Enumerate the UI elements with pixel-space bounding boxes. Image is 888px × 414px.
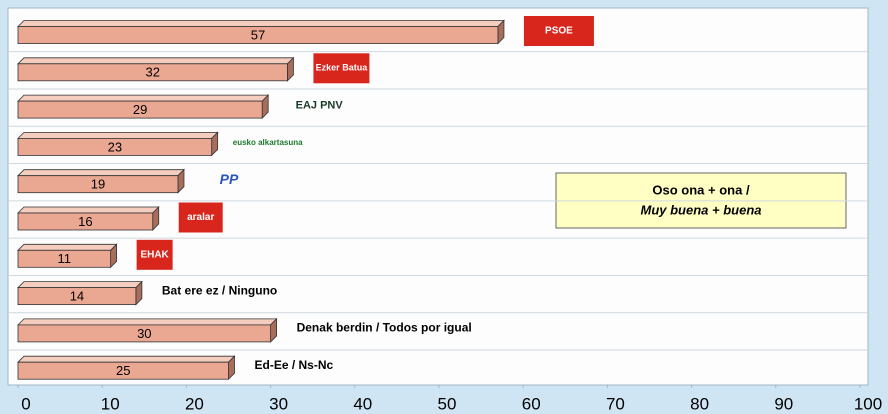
logo bbox=[313, 53, 370, 84]
bar-top bbox=[17, 57, 295, 65]
value-label: 16 bbox=[78, 214, 92, 229]
value-label: 11 bbox=[58, 251, 72, 266]
x-tick-label: 20 bbox=[185, 394, 204, 413]
value-label: 29 bbox=[133, 102, 147, 117]
value-label: 32 bbox=[145, 65, 159, 80]
bar bbox=[17, 280, 143, 306]
category-label: Ed-Ee / Ns-Nc bbox=[255, 358, 334, 372]
category-label: PP bbox=[220, 171, 239, 187]
bar-front bbox=[17, 100, 263, 119]
bar-top bbox=[17, 20, 505, 27]
bar bbox=[17, 243, 118, 269]
category-label: EHAK bbox=[140, 249, 169, 260]
category-label: Denak berdin / Todos por igual bbox=[297, 321, 472, 335]
value-label: 14 bbox=[70, 289, 84, 304]
value-label: 23 bbox=[108, 139, 122, 154]
category-label: Bat ere ez / Ninguno bbox=[162, 283, 277, 297]
x-tick-label: 50 bbox=[438, 394, 457, 413]
value-label: 57 bbox=[251, 27, 265, 42]
bar-top bbox=[17, 318, 278, 326]
bar-front bbox=[17, 63, 288, 82]
bar-top bbox=[17, 131, 219, 139]
bar-top bbox=[17, 206, 160, 214]
x-tick-label: 0 bbox=[21, 394, 30, 413]
bar bbox=[17, 355, 236, 381]
bar bbox=[17, 317, 278, 343]
bar bbox=[17, 206, 160, 231]
logo bbox=[178, 202, 223, 233]
bar-front bbox=[17, 287, 137, 306]
x-tick-label: 30 bbox=[269, 394, 288, 413]
bar bbox=[17, 19, 505, 45]
bar-front bbox=[17, 324, 272, 343]
value-label: 30 bbox=[137, 326, 151, 341]
bar-front bbox=[17, 212, 154, 231]
bar-front bbox=[17, 26, 499, 44]
bar bbox=[17, 56, 295, 82]
category-label: aralar bbox=[187, 212, 214, 223]
category-label: eusko alkartasuna bbox=[233, 138, 303, 147]
x-tick-label: 80 bbox=[690, 394, 709, 413]
category-label: Ezker Batua bbox=[316, 63, 369, 73]
x-tick-label: 100 bbox=[854, 394, 882, 413]
bar-top bbox=[17, 94, 270, 102]
bar-front bbox=[17, 249, 112, 268]
category-label: EAJ PNV bbox=[296, 100, 344, 112]
annotation: Oso ona + ona / bbox=[652, 182, 750, 197]
x-tick-label: 90 bbox=[774, 394, 793, 413]
value-label: 25 bbox=[116, 363, 130, 378]
bar bbox=[17, 168, 185, 194]
x-tick-label: 40 bbox=[353, 394, 372, 413]
bar-top bbox=[17, 243, 118, 251]
value-label: 19 bbox=[91, 177, 105, 192]
bar bbox=[17, 131, 219, 157]
bar-front bbox=[17, 361, 229, 380]
category-label: PSOE bbox=[545, 26, 573, 37]
logo bbox=[523, 16, 594, 46]
bar bbox=[17, 94, 270, 120]
bar-front bbox=[17, 137, 213, 156]
bar-front bbox=[17, 175, 179, 194]
bar-top bbox=[17, 281, 143, 289]
bar-top bbox=[17, 169, 185, 177]
x-tick-label: 70 bbox=[606, 394, 625, 413]
x-tick-label: 60 bbox=[522, 394, 541, 413]
logo bbox=[136, 239, 173, 270]
x-tick-label: 10 bbox=[101, 394, 120, 413]
annotation: Muy buena + buena bbox=[641, 202, 762, 217]
bar-top bbox=[17, 355, 236, 363]
